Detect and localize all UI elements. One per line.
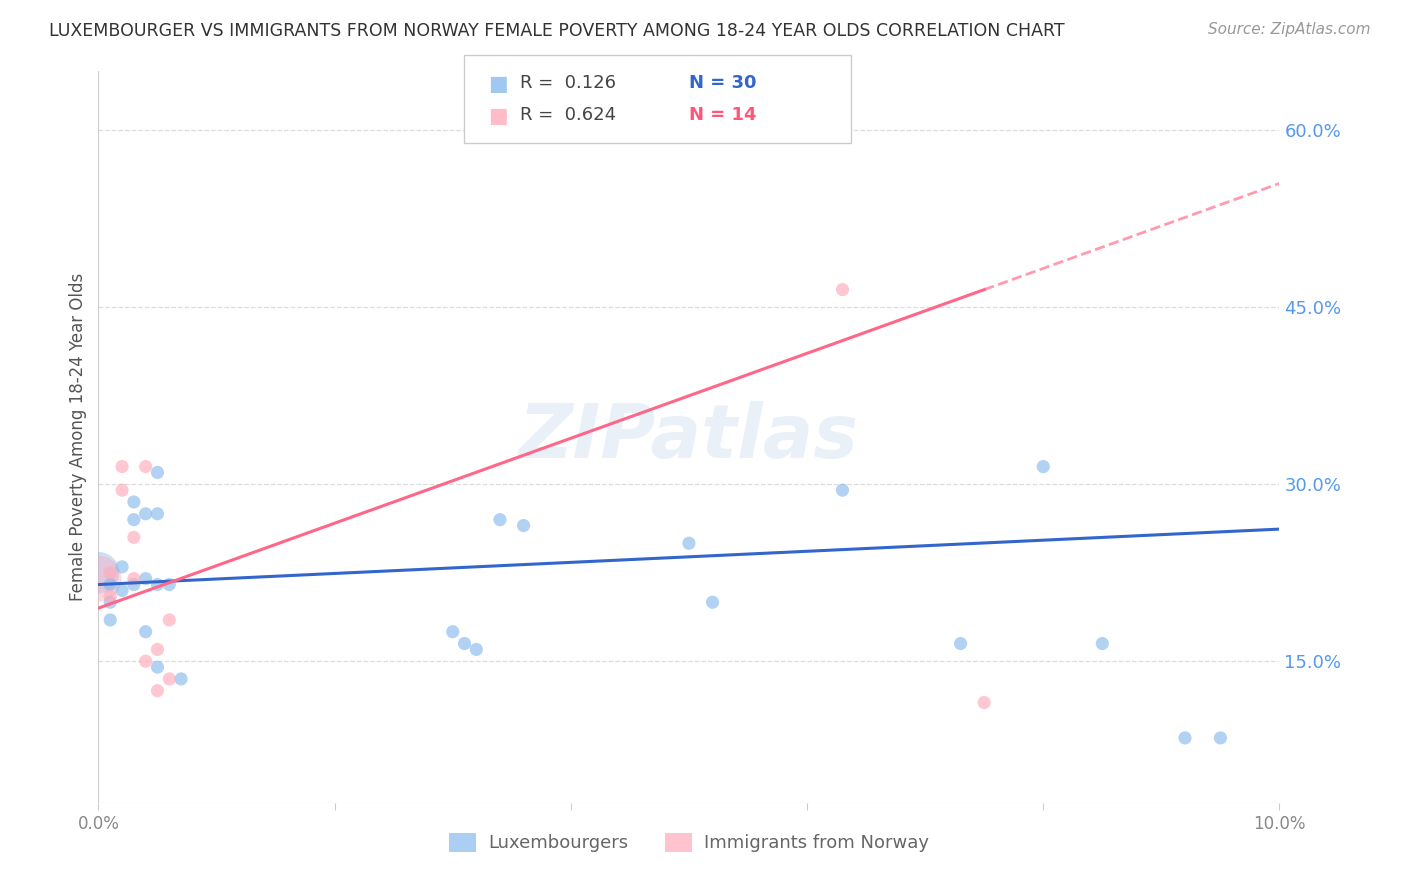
- Point: [135, 654, 157, 668]
- Point: [111, 459, 134, 474]
- Point: [98, 566, 121, 580]
- Point: [702, 595, 724, 609]
- Point: [1174, 731, 1197, 745]
- Point: [157, 672, 180, 686]
- Point: [170, 672, 193, 686]
- Point: [1032, 459, 1054, 474]
- Point: [122, 530, 145, 544]
- Point: [678, 536, 700, 550]
- Point: [122, 495, 145, 509]
- Point: [512, 518, 534, 533]
- Point: [146, 683, 169, 698]
- Text: Source: ZipAtlas.com: Source: ZipAtlas.com: [1208, 22, 1371, 37]
- Point: [453, 636, 475, 650]
- Point: [111, 559, 134, 574]
- Point: [489, 513, 512, 527]
- Point: [135, 624, 157, 639]
- Point: [146, 642, 169, 657]
- Text: R =  0.624: R = 0.624: [520, 106, 616, 124]
- Point: [122, 572, 145, 586]
- Point: [122, 577, 145, 591]
- Point: [831, 283, 853, 297]
- Text: LUXEMBOURGER VS IMMIGRANTS FROM NORWAY FEMALE POVERTY AMONG 18-24 YEAR OLDS CORR: LUXEMBOURGER VS IMMIGRANTS FROM NORWAY F…: [49, 22, 1064, 40]
- Point: [135, 459, 157, 474]
- Point: [465, 642, 488, 657]
- Point: [98, 595, 121, 609]
- Point: [135, 572, 157, 586]
- Point: [111, 583, 134, 598]
- Point: [98, 577, 121, 591]
- Point: [146, 660, 169, 674]
- Point: [831, 483, 853, 498]
- Point: [146, 507, 169, 521]
- Point: [122, 513, 145, 527]
- Point: [157, 613, 180, 627]
- Point: [1209, 731, 1232, 745]
- Point: [146, 466, 169, 480]
- Legend: Luxembourgers, Immigrants from Norway: Luxembourgers, Immigrants from Norway: [441, 826, 936, 860]
- Text: N = 14: N = 14: [689, 106, 756, 124]
- Point: [98, 590, 121, 604]
- Text: ■: ■: [488, 74, 508, 94]
- Point: [87, 572, 110, 586]
- Point: [146, 577, 169, 591]
- Text: ■: ■: [488, 106, 508, 126]
- Point: [157, 577, 180, 591]
- Point: [111, 483, 134, 498]
- Point: [973, 696, 995, 710]
- Point: [135, 507, 157, 521]
- Point: [441, 624, 464, 639]
- Point: [949, 636, 972, 650]
- Y-axis label: Female Poverty Among 18-24 Year Olds: Female Poverty Among 18-24 Year Olds: [69, 273, 87, 601]
- Text: R =  0.126: R = 0.126: [520, 74, 616, 92]
- Point: [98, 613, 121, 627]
- Point: [87, 566, 110, 580]
- Text: N = 30: N = 30: [689, 74, 756, 92]
- Point: [1091, 636, 1114, 650]
- Text: ZIPatlas: ZIPatlas: [519, 401, 859, 474]
